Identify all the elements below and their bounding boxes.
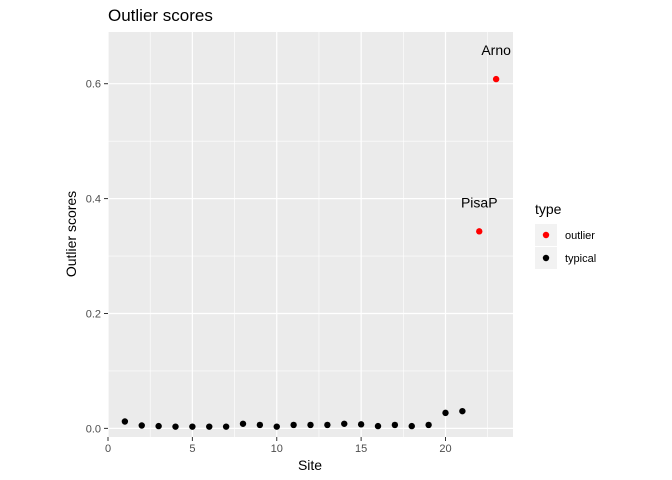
y-tick-label: 0.4 <box>86 194 101 206</box>
data-point-typical <box>121 418 129 425</box>
data-point-typical <box>459 407 466 415</box>
x-tick-label: 5 <box>189 443 195 455</box>
legend-label: outlier <box>565 230 595 242</box>
y-axis-ticks: 0.0 0.2 0.4 0.6 <box>86 79 108 435</box>
data-point-typical <box>374 422 382 430</box>
data-point-typical <box>155 422 162 430</box>
y-axis-title: Outlier scores <box>63 191 79 277</box>
point-label: PisaP <box>461 194 498 210</box>
point-label: Arno <box>481 42 511 58</box>
data-point-typical <box>307 421 314 429</box>
data-point-outlier <box>492 75 500 83</box>
x-axis-ticks: 0 5 10 15 20 <box>105 437 452 455</box>
chart-title: Outlier scores <box>108 6 213 25</box>
data-point-typical <box>189 423 196 430</box>
data-point-typical <box>256 421 264 429</box>
data-point-typical <box>391 421 399 429</box>
x-tick-label: 15 <box>355 443 367 455</box>
y-tick-label: 0.2 <box>86 308 101 320</box>
legend-swatch <box>542 231 550 239</box>
grid-minor <box>108 32 513 437</box>
data-point-outlier <box>476 228 483 235</box>
data-point-typical <box>206 423 213 430</box>
data-point-typical <box>290 421 297 429</box>
x-tick-label: 0 <box>105 443 111 455</box>
plot-panel <box>108 32 513 437</box>
legend-swatch <box>542 254 550 262</box>
y-tick-label: 0.6 <box>86 79 101 91</box>
y-tick-label: 0.0 <box>86 423 101 435</box>
data-point-typical <box>324 421 331 429</box>
x-tick-label: 10 <box>271 443 283 455</box>
data-point-typical <box>222 423 230 430</box>
data-point-typical <box>357 421 365 428</box>
x-tick-label: 20 <box>439 443 451 455</box>
data-point-typical <box>408 422 415 430</box>
data-point-typical <box>172 423 179 430</box>
data-point-typical <box>239 420 247 427</box>
data-point-typical <box>341 420 348 427</box>
data-points <box>121 75 500 430</box>
data-point-typical <box>425 421 432 429</box>
legend-entries: outlier typical <box>535 224 596 269</box>
data-point-typical <box>273 423 280 430</box>
legend: type outlier typical <box>535 201 596 269</box>
legend-label: typical <box>565 253 596 265</box>
data-point-typical <box>442 409 449 417</box>
point-annotations: PisaP Arno <box>461 42 511 210</box>
data-point-typical <box>138 422 145 429</box>
legend-title: type <box>535 201 562 217</box>
x-axis-title: Site <box>298 457 322 473</box>
